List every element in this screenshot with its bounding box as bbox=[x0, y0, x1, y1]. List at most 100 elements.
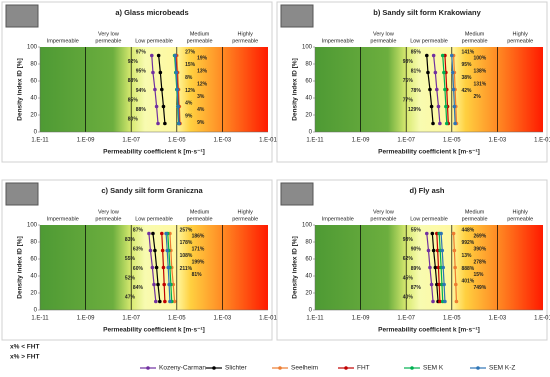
x-tick-label: 1.E-01 bbox=[534, 138, 550, 144]
point bbox=[165, 248, 170, 253]
legend-label: SEM K bbox=[423, 365, 444, 372]
percent-annotation: 77% bbox=[403, 97, 414, 103]
point bbox=[438, 299, 442, 304]
chart-title: d) Fly ash bbox=[409, 186, 444, 195]
y-tick-label: 40 bbox=[30, 274, 37, 280]
panel-border bbox=[1, 179, 273, 341]
percent-annotation: 89% bbox=[411, 266, 422, 272]
sample-photo bbox=[5, 182, 39, 206]
percent-annotation: 257% bbox=[180, 227, 193, 233]
percent-annotation: 186% bbox=[192, 234, 205, 240]
point bbox=[452, 104, 457, 109]
zone-label: permeable bbox=[507, 216, 533, 222]
chart-title: c) Sandy silt form Graniczna bbox=[101, 186, 203, 195]
percent-annotation: 138% bbox=[473, 69, 486, 75]
zone-label: Medium bbox=[190, 209, 210, 215]
percent-annotation: 63% bbox=[133, 247, 144, 253]
point bbox=[426, 70, 430, 75]
point bbox=[151, 70, 155, 75]
point bbox=[441, 265, 446, 270]
percent-annotation: 78% bbox=[411, 88, 422, 94]
zone-label: permeable bbox=[232, 216, 258, 222]
y-tick-label: 100 bbox=[302, 223, 313, 229]
point bbox=[424, 53, 429, 58]
percent-annotation: 141% bbox=[461, 49, 474, 55]
percent-annotation: 94% bbox=[136, 88, 147, 94]
percent-annotation: 9% bbox=[197, 120, 205, 126]
point bbox=[450, 70, 455, 75]
percent-annotation: 12% bbox=[197, 81, 208, 87]
point bbox=[153, 248, 157, 253]
point bbox=[435, 248, 440, 253]
percent-annotation: 13% bbox=[197, 69, 208, 75]
zone-label: Impermeable bbox=[47, 216, 79, 222]
percent-annotation: 211% bbox=[180, 266, 193, 272]
x-tick-label: 1.E-11 bbox=[306, 138, 324, 144]
y-tick-label: 40 bbox=[30, 96, 37, 102]
x-axis-title: Permeability coefficient k [m·s⁻¹] bbox=[103, 149, 205, 156]
y-axis-title: Density index ID [%] bbox=[292, 58, 299, 120]
point bbox=[151, 231, 155, 236]
point bbox=[431, 121, 435, 126]
y-tick-label: 60 bbox=[305, 257, 312, 263]
y-axis-title: Density index ID [%] bbox=[292, 236, 299, 298]
panel-border bbox=[276, 1, 548, 163]
percent-annotation: 199% bbox=[192, 259, 205, 265]
zone-label: Low permeable bbox=[135, 216, 173, 222]
point bbox=[172, 299, 177, 304]
zone-label: Low permeable bbox=[410, 38, 448, 44]
percent-annotation: 85% bbox=[411, 49, 422, 55]
y-tick-label: 20 bbox=[30, 291, 37, 297]
percent-annotation: 749% bbox=[473, 285, 486, 291]
zone-label: Highly bbox=[238, 31, 254, 37]
y-tick-label: 40 bbox=[305, 274, 312, 280]
point bbox=[443, 87, 447, 92]
legend-note: x% > FHT bbox=[10, 354, 39, 361]
zone-label: permeable bbox=[462, 38, 488, 44]
point bbox=[453, 265, 457, 270]
percent-annotation: 27% bbox=[185, 49, 196, 55]
point bbox=[177, 121, 181, 126]
y-tick-label: 60 bbox=[30, 79, 37, 85]
percent-annotation: 40% bbox=[403, 295, 414, 301]
point bbox=[431, 248, 436, 253]
point bbox=[451, 87, 456, 92]
legend-marker bbox=[344, 366, 348, 370]
percent-annotation: 888% bbox=[461, 266, 474, 272]
point bbox=[429, 282, 434, 287]
zone-label: Very low bbox=[373, 31, 394, 37]
point bbox=[158, 70, 163, 75]
x-tick-label: 1.E-11 bbox=[306, 316, 324, 322]
point bbox=[442, 70, 446, 75]
percent-annotation: 178% bbox=[180, 240, 193, 246]
point bbox=[150, 265, 155, 270]
percent-annotation: 3% bbox=[197, 94, 205, 100]
percent-annotation: 93% bbox=[403, 237, 414, 243]
x-tick-label: 1.E-11 bbox=[31, 316, 49, 322]
point bbox=[174, 70, 179, 75]
percent-annotation: 52% bbox=[125, 275, 136, 281]
point bbox=[444, 104, 448, 109]
point bbox=[153, 87, 157, 92]
y-tick-label: 80 bbox=[305, 62, 312, 68]
point bbox=[430, 231, 435, 236]
point bbox=[173, 53, 177, 58]
legend-label: SEM K-Z bbox=[489, 365, 515, 372]
zone-label: Medium bbox=[465, 31, 485, 37]
legend-marker bbox=[476, 366, 480, 370]
point bbox=[166, 265, 171, 270]
x-tick-label: 1.E-07 bbox=[122, 316, 140, 322]
percent-annotation: 93% bbox=[403, 59, 414, 65]
zone-label: Highly bbox=[513, 209, 529, 215]
x-tick-label: 1.E-05 bbox=[168, 138, 186, 144]
point bbox=[433, 265, 438, 270]
y-tick-label: 80 bbox=[305, 240, 312, 246]
x-tick-label: 1.E-05 bbox=[443, 138, 461, 144]
percent-annotation: 2% bbox=[473, 94, 481, 100]
y-tick-label: 0 bbox=[309, 130, 313, 136]
sample-photo bbox=[280, 182, 314, 206]
point bbox=[436, 265, 441, 270]
point bbox=[439, 231, 443, 236]
point bbox=[454, 282, 458, 287]
percent-annotation: 55% bbox=[125, 256, 136, 262]
